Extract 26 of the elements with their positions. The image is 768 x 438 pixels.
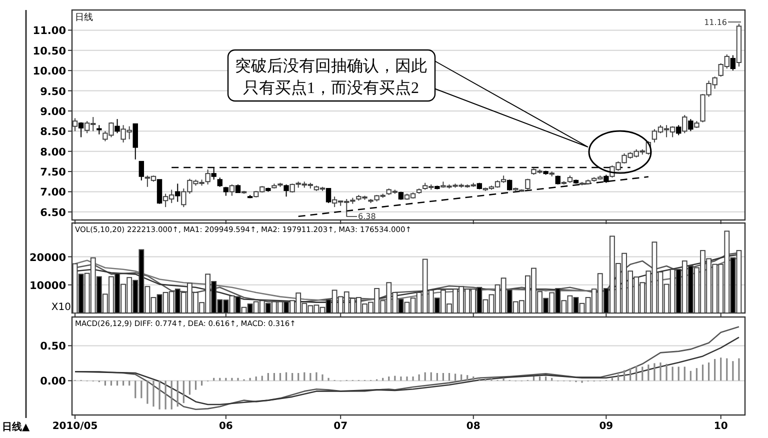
x-tick-label: 08 xyxy=(466,421,480,432)
y-tick-label: 9.50 xyxy=(40,86,66,98)
y-tick-label: 7.50 xyxy=(40,166,66,179)
y-tick-label: 6.50 xyxy=(40,206,66,219)
y-tick-label: 0.00 xyxy=(40,376,66,388)
x-tick-label: 07 xyxy=(334,421,348,432)
x-tick-label: 06 xyxy=(218,421,233,432)
y-tick-label: 8.50 xyxy=(40,126,66,138)
y-tick-label: 0.50 xyxy=(40,340,66,353)
y-tick-label: 20000 xyxy=(29,252,66,264)
x-tick-label: 2010/05 xyxy=(52,421,98,432)
x-tick-label: 10 xyxy=(714,421,728,432)
y-tick-label: 10000 xyxy=(29,280,66,292)
y-tick-label: 10.50 xyxy=(32,45,66,58)
text: X10 xyxy=(51,302,71,313)
y-tick-label: 7.00 xyxy=(40,186,66,199)
annotation: 11.16 xyxy=(704,18,727,27)
x-tick-label: 09 xyxy=(599,421,614,432)
chart-title: 日线 xyxy=(75,12,93,23)
text: 日线▲ xyxy=(2,421,30,433)
y-tick-label: 11.00 xyxy=(32,25,66,38)
annotation: 突破后没有回抽确认，因此只有买点1，而没有买点2 xyxy=(235,57,427,97)
y-tick-label: 8.00 xyxy=(40,146,66,158)
y-tick-label: 9.00 xyxy=(40,106,66,118)
annotation: 6.38 xyxy=(358,212,376,221)
y-tick-label: 10.00 xyxy=(32,66,66,78)
